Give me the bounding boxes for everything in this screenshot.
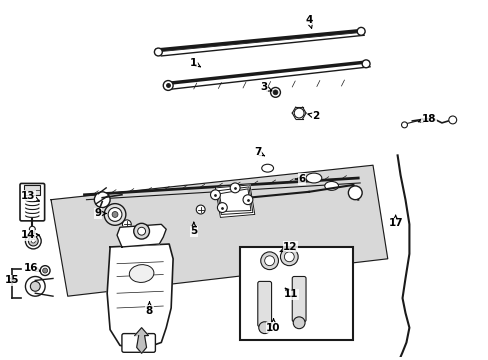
Circle shape	[163, 81, 173, 90]
Text: 18: 18	[417, 114, 435, 124]
Circle shape	[294, 108, 304, 118]
Polygon shape	[117, 224, 166, 247]
Polygon shape	[219, 189, 250, 212]
Polygon shape	[135, 328, 148, 353]
Circle shape	[210, 190, 220, 200]
Circle shape	[104, 204, 125, 225]
Circle shape	[293, 317, 305, 329]
Circle shape	[264, 256, 274, 266]
Circle shape	[112, 212, 118, 217]
Polygon shape	[215, 185, 254, 217]
Circle shape	[154, 48, 162, 56]
Circle shape	[260, 252, 278, 270]
FancyBboxPatch shape	[257, 282, 271, 327]
FancyBboxPatch shape	[20, 184, 44, 221]
Ellipse shape	[129, 265, 154, 283]
Circle shape	[243, 195, 252, 204]
Text: 11: 11	[284, 288, 298, 299]
Circle shape	[258, 322, 270, 334]
FancyBboxPatch shape	[292, 276, 305, 322]
Circle shape	[280, 248, 298, 266]
Circle shape	[217, 203, 227, 212]
Text: 16: 16	[24, 263, 40, 273]
Text: 14: 14	[21, 230, 39, 240]
Ellipse shape	[261, 164, 273, 172]
Circle shape	[284, 252, 294, 262]
Bar	[240, 247, 352, 341]
Circle shape	[94, 192, 110, 208]
Circle shape	[28, 236, 38, 246]
Text: 8: 8	[145, 302, 153, 316]
FancyBboxPatch shape	[122, 334, 155, 352]
Text: 15: 15	[4, 275, 19, 285]
Ellipse shape	[324, 181, 338, 190]
Circle shape	[31, 239, 35, 243]
Bar	[24, 185, 40, 195]
Polygon shape	[51, 165, 387, 296]
Circle shape	[272, 90, 277, 95]
Circle shape	[270, 87, 280, 97]
Text: 7: 7	[254, 148, 264, 157]
Text: 4: 4	[305, 14, 312, 28]
Circle shape	[196, 205, 204, 214]
Polygon shape	[217, 187, 252, 215]
Circle shape	[25, 276, 45, 296]
Circle shape	[29, 226, 35, 232]
Ellipse shape	[305, 173, 321, 183]
Circle shape	[347, 186, 362, 200]
Text: 13: 13	[21, 191, 39, 201]
Circle shape	[401, 122, 407, 128]
Text: 2: 2	[307, 111, 319, 121]
Circle shape	[138, 227, 145, 235]
Circle shape	[25, 233, 41, 249]
Circle shape	[357, 27, 365, 35]
Circle shape	[42, 268, 47, 273]
Circle shape	[133, 223, 149, 239]
Text: 1: 1	[190, 58, 200, 68]
Circle shape	[40, 266, 50, 275]
Circle shape	[230, 183, 240, 193]
Circle shape	[108, 208, 122, 221]
Polygon shape	[107, 244, 173, 349]
Text: 9: 9	[95, 208, 106, 219]
Text: 12: 12	[279, 242, 297, 252]
Circle shape	[30, 282, 40, 291]
Text: 17: 17	[387, 215, 402, 228]
Text: 10: 10	[266, 319, 280, 333]
Text: 3: 3	[260, 82, 271, 93]
Circle shape	[362, 60, 369, 68]
Circle shape	[122, 220, 131, 229]
Circle shape	[448, 116, 456, 124]
Text: 5: 5	[190, 222, 197, 236]
Text: 6: 6	[295, 174, 305, 184]
